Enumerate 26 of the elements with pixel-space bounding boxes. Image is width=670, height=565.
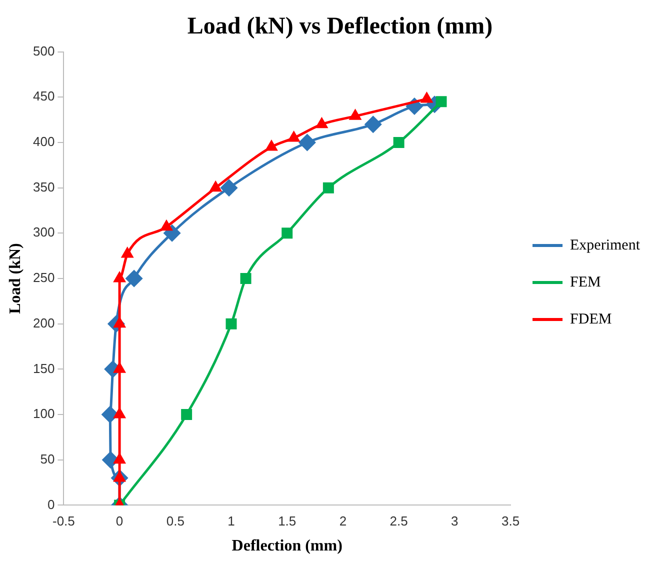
x-tick-label: 3.5 <box>501 514 520 529</box>
x-tick-label: 2 <box>339 514 347 529</box>
x-tick-label: 2.5 <box>390 514 408 529</box>
y-tick-label: 350 <box>32 179 55 194</box>
chart-title: Load (kN) vs Deflection (mm) <box>187 14 493 40</box>
x-tick-label: 1 <box>228 514 235 529</box>
x-tick-label: 0.5 <box>166 514 184 529</box>
x-axis-title: Deflection (mm) <box>232 538 342 555</box>
y-tick-label: 200 <box>32 315 55 330</box>
x-tick-label: 3 <box>451 514 458 529</box>
y-tick-label: 450 <box>32 88 55 104</box>
y-tick-label: 0 <box>47 496 55 512</box>
x-tick-label: 0 <box>116 514 124 529</box>
y-tick-label: 300 <box>32 224 55 240</box>
x-tick-label: 1.5 <box>278 514 296 529</box>
y-tick-label: 400 <box>32 134 55 150</box>
y-tick-label: 150 <box>32 360 55 376</box>
x-tick-label: -0.5 <box>52 514 75 529</box>
y-tick-label: 100 <box>32 406 55 422</box>
legend-label: FDEM <box>570 311 612 328</box>
y-tick-label: 250 <box>32 270 55 286</box>
y-axis-title: Load (kN) <box>7 243 24 314</box>
legend-label: FEM <box>570 274 601 290</box>
y-tick-label: 50 <box>40 451 55 466</box>
legend-label: Experiment <box>570 237 641 254</box>
y-tick-label: 500 <box>32 43 55 58</box>
